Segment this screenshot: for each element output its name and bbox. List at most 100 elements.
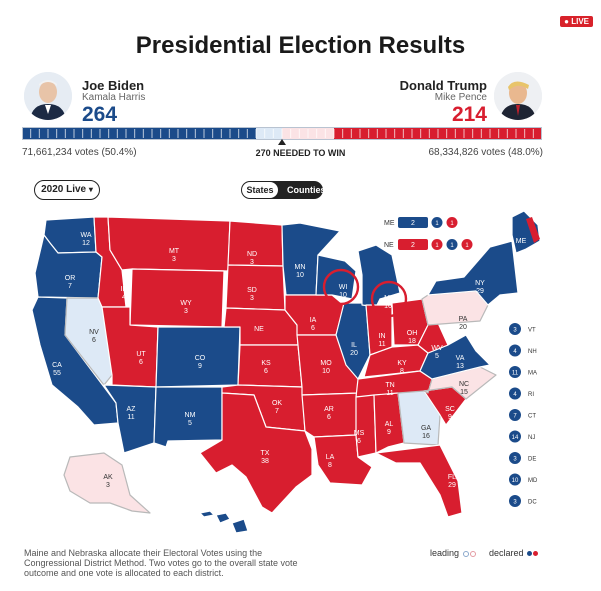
state-ev-id: 4 xyxy=(122,294,126,301)
chevron-down-icon: ▾ xyxy=(88,185,93,194)
small-state-ev: 3 xyxy=(513,500,517,506)
state-label-ne: NE xyxy=(254,326,264,333)
state-ev-ky: 8 xyxy=(400,368,404,375)
person-icon xyxy=(494,72,542,120)
state-ms[interactable] xyxy=(355,394,377,458)
small-state-vt[interactable] xyxy=(509,323,521,335)
split-total-value-ne: 2 xyxy=(411,242,415,249)
state-tx[interactable] xyxy=(199,392,313,514)
right-running-mate: Mike Pence xyxy=(434,92,487,103)
state-label-sc: SC xyxy=(445,406,455,413)
state-label-ar: AR xyxy=(324,406,334,413)
state-ev-hi: 4 xyxy=(195,524,199,531)
state-ny[interactable] xyxy=(427,240,519,306)
state-mt[interactable] xyxy=(107,216,231,272)
state-label-al: AL xyxy=(385,421,394,428)
year-select-button[interactable]: 2020 Live ▾ xyxy=(34,180,100,200)
split-district-value: 1 xyxy=(435,243,439,249)
state-ev-ms: 6 xyxy=(357,438,361,445)
state-wy[interactable] xyxy=(129,268,225,328)
state-fl[interactable] xyxy=(375,444,463,518)
state-ev-ar: 6 xyxy=(327,414,331,421)
view-counties-option[interactable]: Counties xyxy=(287,185,323,195)
trump-avatar xyxy=(494,72,542,120)
small-state-ev: 3 xyxy=(513,457,517,463)
us-electoral-map: WA12OR7CA55NV6ID4MT3WY3UT6AZ11CO9NM5ND3S… xyxy=(31,210,541,534)
state-label-or: OR xyxy=(65,275,76,282)
small-state-dc[interactable] xyxy=(509,495,521,507)
split-district-ne-2 xyxy=(446,239,458,250)
state-ga[interactable] xyxy=(397,390,441,446)
state-ev-al: 9 xyxy=(387,429,391,436)
small-state-ct[interactable] xyxy=(509,409,521,421)
state-wv[interactable] xyxy=(417,322,449,354)
biden-avatar xyxy=(24,72,72,120)
midpoint-marker-icon xyxy=(278,139,286,145)
state-ev-pa: 20 xyxy=(459,324,467,331)
state-label-wi: WI xyxy=(339,284,348,291)
legend-declared-label: declared xyxy=(489,548,524,558)
state-ev-nm: 5 xyxy=(188,420,192,427)
small-state-ev: 3 xyxy=(513,328,517,334)
state-ev-sd: 3 xyxy=(250,295,254,302)
state-label-ok: OK xyxy=(272,400,282,407)
state-ar[interactable] xyxy=(301,392,361,438)
split-total-value-me: 2 xyxy=(411,220,415,227)
small-state-ri[interactable] xyxy=(509,387,521,400)
state-label-ut: UT xyxy=(136,351,146,358)
state-al[interactable] xyxy=(373,392,405,454)
small-state-label: VT xyxy=(528,328,536,334)
state-mi[interactable] xyxy=(357,244,401,308)
view-toggle[interactable]: States Counties xyxy=(241,181,323,199)
highlight-ring-wi xyxy=(322,268,360,306)
small-state-label: MD xyxy=(528,478,538,484)
view-states-option[interactable]: States xyxy=(242,182,278,198)
small-state-de[interactable] xyxy=(509,452,521,464)
state-ev-ok: 7 xyxy=(275,408,279,415)
state-ev-az: 11 xyxy=(127,414,134,421)
state-label-nm: NM xyxy=(185,412,196,419)
state-ev-oh: 18 xyxy=(408,338,416,345)
small-state-md[interactable] xyxy=(509,473,521,486)
split-district-value: 1 xyxy=(450,221,454,227)
declared-dem-dot-icon xyxy=(527,551,533,557)
state-pa[interactable] xyxy=(421,290,489,326)
bar-segment-dem-leading xyxy=(256,127,282,140)
small-state-nh[interactable] xyxy=(509,344,521,357)
state-ev-or: 7 xyxy=(68,283,72,290)
state-ev-mn: 10 xyxy=(296,272,304,279)
leading-dem-dot-icon xyxy=(462,550,469,557)
state-ev-ga: 16 xyxy=(422,433,430,440)
state-label-va: VA xyxy=(456,355,465,362)
state-ev-ny: 29 xyxy=(476,288,484,295)
small-state-label: RI xyxy=(528,392,534,398)
small-state-label: NJ xyxy=(528,435,535,441)
split-district-me-2 xyxy=(446,217,458,228)
state-ev-fl: 29 xyxy=(448,482,456,489)
state-ev-tn: 11 xyxy=(386,390,393,397)
small-state-nj[interactable] xyxy=(509,430,521,443)
small-state-ev: 14 xyxy=(512,435,519,441)
split-label-ne: NE xyxy=(384,242,394,249)
state-ak[interactable] xyxy=(63,452,151,514)
state-ev-ks: 6 xyxy=(264,368,268,375)
state-ev-tx: 38 xyxy=(261,458,269,465)
state-label-sd: SD xyxy=(247,287,257,294)
state-label-la: LA xyxy=(326,454,335,461)
state-label-mi: MI xyxy=(384,295,392,302)
state-ev-wa: 12 xyxy=(82,240,90,247)
state-ev-ca: 55 xyxy=(53,370,61,377)
small-state-label: NH xyxy=(528,349,537,355)
state-ev-il: 20 xyxy=(350,350,358,357)
split-district-me-1 xyxy=(431,217,443,228)
state-label-ny: NY xyxy=(475,280,485,287)
state-wi[interactable] xyxy=(315,254,357,300)
state-ev-mo: 10 xyxy=(322,368,330,375)
state-hi[interactable] xyxy=(199,510,249,534)
small-state-ma[interactable] xyxy=(509,366,521,378)
state-ev-ia: 6 xyxy=(311,325,315,332)
bar-segment-dem-declared xyxy=(22,127,256,140)
small-state-label: DC xyxy=(528,500,537,506)
legend-leading-label: leading xyxy=(430,548,460,558)
state-nd[interactable] xyxy=(227,220,284,267)
